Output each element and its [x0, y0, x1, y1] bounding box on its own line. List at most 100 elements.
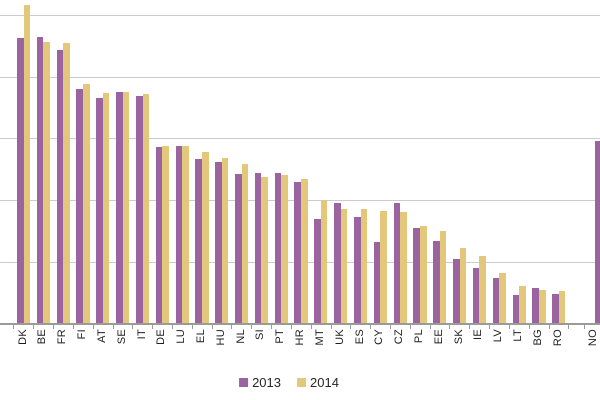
x-label-IT: IT: [135, 329, 148, 340]
legend-label-2013: 2013: [252, 375, 281, 390]
x-tick: [211, 325, 213, 329]
x-tick: [568, 325, 570, 329]
bar-2014-MT: [320, 200, 328, 324]
x-label-CY: CY: [373, 329, 386, 345]
bar-2014-SI: [261, 176, 269, 324]
x-tick: [469, 325, 471, 329]
bar-2014-BE: [43, 42, 50, 324]
bar-2013-IE: [472, 267, 480, 324]
x-tick: [508, 325, 510, 329]
x-label-BG: BG: [531, 329, 544, 346]
x-label-BE: BE: [36, 329, 49, 345]
bar-2014-EL: [201, 151, 209, 324]
bar-2013-CZ: [393, 202, 401, 324]
bar-2013-FI: [76, 89, 84, 324]
x-label-MT: MT: [313, 329, 326, 346]
bar-2014-HR: [301, 179, 308, 324]
legend-swatch-2013-icon: [239, 378, 249, 387]
x-tick: [191, 325, 193, 329]
x-tick: [132, 325, 134, 329]
bar-2014-PL: [420, 226, 427, 324]
bar-2013-AT: [96, 97, 103, 324]
x-tick: [72, 325, 74, 329]
x-label-AT: AT: [95, 329, 108, 343]
bar-2014-LU: [182, 145, 189, 324]
bar-2014-CY: [380, 211, 387, 324]
bar-2014-DE: [162, 145, 169, 324]
bar-2014-ES: [360, 208, 368, 324]
x-label-EE: EE: [432, 329, 445, 345]
legend-item-2014: 2014: [297, 375, 339, 390]
bar-2013-SE: [116, 91, 123, 324]
x-tick: [231, 325, 233, 329]
bar-2013-EL: [195, 159, 202, 324]
bar-2013-ES: [353, 217, 361, 324]
x-label-LU: LU: [175, 329, 188, 344]
bar-2013-LU: [175, 145, 183, 324]
x-tick: [53, 325, 55, 329]
x-tick: [350, 325, 352, 329]
bar-2013-IT: [135, 96, 143, 324]
bar-2014-BG: [538, 290, 546, 324]
x-tick: [271, 325, 273, 329]
bar-2014-IE: [479, 255, 487, 324]
x-tick: [528, 325, 530, 329]
bar-2013-MT: [314, 218, 321, 324]
bar-2014-IT: [142, 93, 150, 324]
x-tick: [429, 325, 431, 329]
x-label-UK: UK: [333, 329, 346, 345]
x-label-DE: DE: [155, 329, 168, 345]
bar-2013-LT: [512, 295, 520, 324]
x-tick: [33, 325, 35, 329]
x-tick: [449, 325, 451, 329]
x-label-CZ: CZ: [393, 329, 406, 345]
x-tick: [13, 325, 15, 329]
bar-2013-LV: [492, 277, 500, 324]
x-label-RO: RO: [551, 329, 564, 347]
x-tick: [584, 325, 586, 329]
gridline: [0, 138, 600, 140]
bar-2014-LV: [499, 272, 506, 324]
bar-2014-AT: [102, 92, 110, 324]
x-label-PL: PL: [413, 329, 425, 344]
bar-2013-DE: [155, 147, 163, 324]
x-label-FR: FR: [56, 329, 69, 345]
bar-2014-CZ: [400, 212, 407, 324]
bar-2013-RO: [552, 293, 559, 324]
bar-2014-EE: [439, 230, 447, 324]
bar-2014-DK: [23, 5, 31, 324]
bar-2014-PT: [281, 175, 288, 324]
x-tick: [330, 325, 332, 329]
bar-2013-UK: [334, 202, 341, 324]
bar-2013-SK: [453, 259, 460, 324]
legend-label-2014: 2014: [310, 375, 339, 390]
bar-2014-SE: [122, 91, 130, 324]
x-tick: [409, 325, 411, 329]
x-tick: [171, 325, 173, 329]
gridline: [0, 15, 600, 16]
x-label-LT: LT: [512, 329, 525, 342]
x-label-SE: SE: [115, 329, 128, 345]
bar-2013-BG: [532, 287, 539, 324]
bar-2014-UK: [340, 208, 348, 324]
x-label-HU: HU: [214, 329, 227, 346]
x-label-FI: FI: [76, 329, 89, 340]
x-tick: [310, 325, 312, 329]
bar-2013-EE: [433, 240, 440, 324]
bar-2013-HR: [294, 181, 302, 324]
x-label-SI: SI: [254, 329, 267, 340]
x-label-PT: PT: [274, 329, 287, 344]
bar-2014-SK: [459, 248, 467, 324]
x-label-HR: HR: [294, 329, 307, 346]
x-tick: [251, 325, 253, 329]
bar-2014-LT: [519, 286, 526, 324]
x-tick: [152, 325, 154, 329]
bar-2014-RO: [558, 291, 566, 324]
x-tick: [370, 325, 372, 329]
x-tick: [92, 325, 94, 329]
x-label-NO: NO: [586, 329, 599, 347]
bar-2013-SI: [254, 172, 262, 324]
bar-2013-BE: [36, 37, 44, 324]
x-label-IE: IE: [472, 329, 485, 340]
